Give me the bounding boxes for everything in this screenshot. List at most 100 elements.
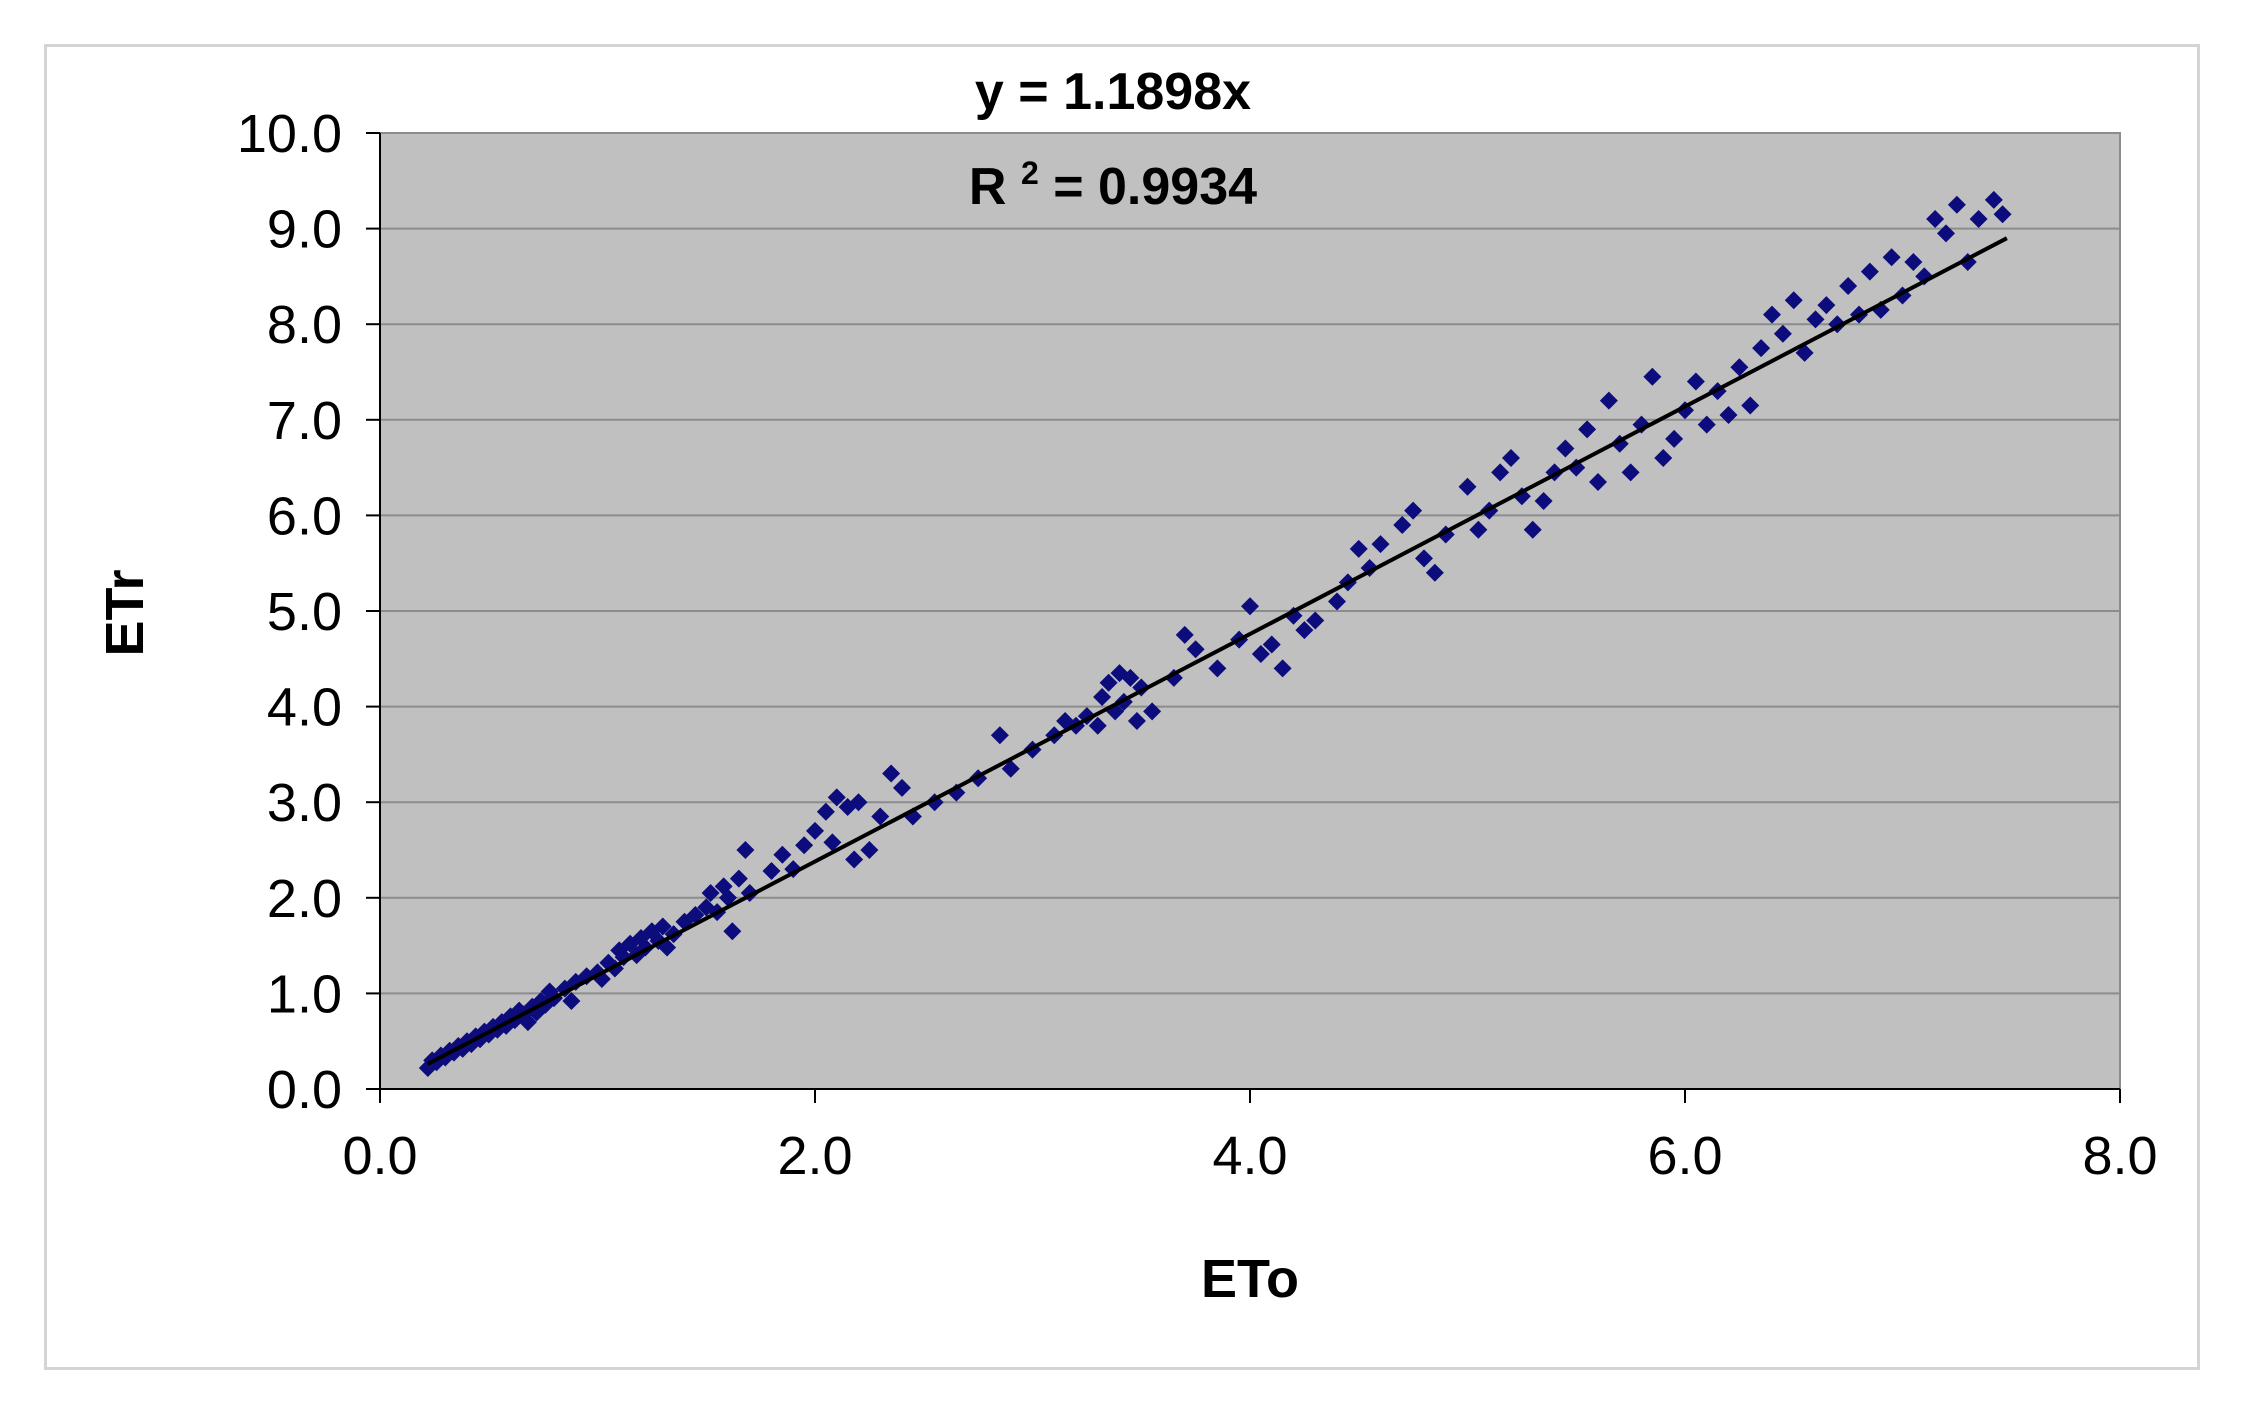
data-point: [729, 869, 748, 888]
data-point: [1273, 659, 1292, 678]
data-point: [871, 807, 890, 826]
data-point: [1599, 391, 1618, 410]
data-point: [1860, 262, 1879, 281]
data-point: [719, 888, 737, 907]
data-point: [1001, 759, 1020, 778]
data-point: [1839, 276, 1858, 295]
data-point: [1175, 625, 1194, 644]
data-point: [893, 778, 911, 797]
y-tick-labels: 0.0 1.0 2.0 3.0 4.0 5.0 6.0 7.0 8.0 9.0 10.0: [237, 104, 342, 1120]
data-point: [1241, 597, 1259, 616]
data-point: [1328, 592, 1346, 611]
y-tick-label: 6.0: [267, 486, 342, 546]
data-point: [816, 802, 835, 821]
data-point: [1806, 310, 1825, 329]
trendline: [426, 236, 2008, 1066]
data-point: [1143, 702, 1162, 721]
data-point: [1458, 477, 1477, 496]
data-point: [845, 850, 864, 869]
data-point: [1284, 606, 1303, 625]
data-point: [1589, 472, 1607, 491]
data-point: [1534, 492, 1553, 511]
y-tick-label: 7.0: [267, 391, 342, 451]
data-point: [736, 841, 755, 859]
y-tick-label: 1.0: [267, 964, 342, 1024]
data-point: [1404, 501, 1423, 520]
scatter-chart: 0.0 1.0 2.0 3.0 4.0 5.0 6.0 7.0 8.0 9.0 10.0 0.0 2.…: [95, 63, 2158, 1309]
r-squared-superscript: 2: [1021, 155, 1039, 191]
data-point: [1262, 635, 1281, 654]
y-tick-label: 4.0: [267, 678, 342, 738]
data-point: [1425, 563, 1444, 582]
data-point: [1093, 688, 1112, 707]
data-point: [653, 917, 672, 936]
y-tick-label: 3.0: [267, 773, 342, 833]
x-tick-label: 6.0: [1647, 1126, 1722, 1186]
data-point: [1926, 210, 1945, 229]
data-point: [701, 884, 720, 903]
x-axis-title: ETo: [1201, 1249, 1299, 1309]
data-point: [1251, 645, 1270, 664]
x-tick-label: 4.0: [1212, 1126, 1287, 1186]
data-point: [723, 922, 742, 941]
y-tick-label: 2.0: [267, 869, 342, 929]
x-tick-labels: 0.0 2.0 4.0 6.0 8.0: [342, 1126, 2157, 1186]
data-point: [1502, 449, 1520, 468]
data-point: [1752, 339, 1771, 358]
data-point: [1295, 621, 1314, 640]
data-point: [1719, 406, 1738, 425]
data-point: [1556, 439, 1575, 458]
data-point: [1099, 673, 1118, 692]
y-axis-title: ETr: [95, 569, 155, 656]
data-point: [762, 862, 781, 881]
data-point: [1469, 520, 1488, 539]
data-point: [1993, 205, 2012, 224]
data-point: [1491, 463, 1510, 482]
data-point: [1686, 372, 1705, 391]
data-point: [1773, 324, 1792, 343]
data-point: [795, 836, 814, 855]
data-point: [1208, 659, 1227, 678]
data-point: [1763, 305, 1781, 324]
data-point: [1643, 367, 1662, 386]
chart-frame: 0.0 1.0 2.0 3.0 4.0 5.0 6.0 7.0 8.0 9.0 10.0 0.0 2.…: [44, 44, 2200, 1370]
data-point: [1523, 520, 1542, 539]
data-point: [806, 821, 824, 840]
data-point: [497, 1016, 516, 1035]
data-point: [1121, 668, 1140, 687]
trendline-equation: y = 1.1898x: [975, 63, 1251, 121]
data-point: [823, 833, 842, 852]
data-point: [1937, 224, 1955, 243]
r-squared-value: = 0.9934: [1053, 158, 1257, 216]
data-point: [562, 992, 581, 1011]
data-point: [1741, 396, 1760, 415]
y-tick-label: 8.0: [267, 295, 342, 355]
data-point: [1969, 210, 1988, 229]
data-point: [827, 788, 846, 807]
data-point: [1306, 611, 1325, 630]
data-point: [1415, 549, 1433, 568]
data-point: [1578, 420, 1597, 439]
x-tick-label: 8.0: [2082, 1126, 2157, 1186]
data-point: [1871, 300, 1890, 319]
axes: [379, 133, 2120, 1090]
data-point: [1127, 711, 1146, 730]
data-point: [1947, 195, 1966, 214]
y-tick-label: 9.0: [267, 200, 342, 260]
r-squared-label: R 2 = 0.9934: [969, 138, 1257, 216]
data-point: [1654, 449, 1673, 468]
data-point: [1665, 429, 1684, 448]
data-point: [540, 982, 559, 1001]
data-point: [1393, 515, 1412, 534]
data-point: [1730, 358, 1749, 377]
data-point: [1697, 415, 1716, 434]
x-tick-label: 0.0: [342, 1126, 417, 1186]
data-point: [1817, 296, 1836, 315]
data-point: [1621, 463, 1640, 482]
data-point: [1882, 248, 1901, 267]
data-point: [1371, 535, 1390, 554]
data-point: [1088, 716, 1107, 735]
y-tick-label: 10.0: [237, 104, 342, 164]
data-point: [860, 841, 879, 859]
data-point: [1984, 190, 2003, 209]
